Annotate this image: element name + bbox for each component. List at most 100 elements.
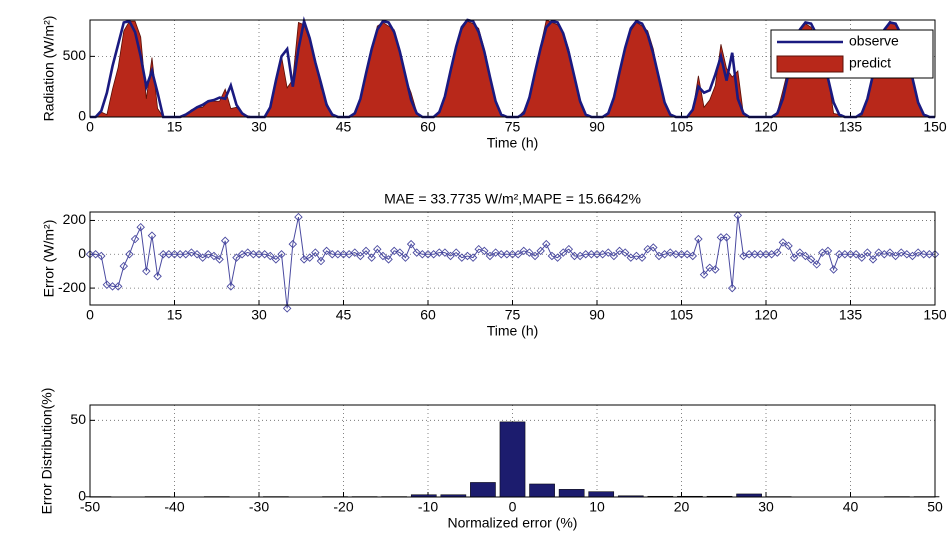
- marker: [542, 239, 551, 249]
- x-tick-label: 105: [670, 119, 694, 135]
- axes-frame: [89, 404, 936, 498]
- marker: [305, 253, 314, 262]
- marker: [823, 246, 833, 256]
- marker: [784, 241, 793, 251]
- marker: [356, 251, 365, 261]
- marker: [829, 265, 838, 274]
- x-axis-title: Time (h): [487, 323, 539, 339]
- marker: [316, 256, 326, 266]
- marker: [91, 250, 100, 259]
- marker: [435, 248, 444, 257]
- marker: [249, 250, 258, 259]
- marker: [102, 280, 112, 289]
- marker: [418, 250, 427, 259]
- x-tick-label: 40: [843, 499, 859, 515]
- marker: [113, 282, 123, 291]
- marker: [519, 246, 529, 256]
- x-tick-label: -30: [249, 499, 269, 515]
- x-tick-label: 120: [754, 307, 778, 323]
- marker: [530, 251, 540, 261]
- x-tick-label: 15: [167, 119, 183, 135]
- marker: [463, 251, 472, 261]
- marker: [339, 250, 348, 259]
- marker: [204, 250, 213, 259]
- marker: [412, 248, 421, 257]
- marker: [367, 253, 376, 262]
- y-tick-label: 0: [78, 108, 86, 124]
- y-axis-title: Error (W/m²): [41, 220, 57, 298]
- marker: [294, 212, 303, 222]
- x-tick-label: 120: [754, 119, 778, 135]
- marker: [919, 250, 928, 259]
- legend-label: observe: [849, 33, 899, 49]
- y-axis-title: Error Distribution(%): [39, 388, 55, 515]
- x-tick-label: 20: [674, 499, 690, 515]
- marker: [142, 266, 151, 276]
- marker: [795, 248, 805, 257]
- marker: [220, 236, 230, 245]
- marker: [373, 244, 382, 254]
- marker: [164, 250, 174, 259]
- marker: [773, 248, 782, 257]
- marker: [215, 255, 224, 264]
- marker: [722, 233, 731, 242]
- marker: [756, 250, 765, 259]
- bar: [499, 421, 526, 498]
- legend-label: predict: [849, 55, 891, 71]
- chart-title: MAE = 33.7735 W/m²,MAPE = 15.6642%: [384, 191, 641, 207]
- legend-swatch: [776, 55, 844, 73]
- marker: [851, 250, 861, 259]
- marker: [913, 248, 923, 257]
- marker: [440, 248, 450, 257]
- x-tick-label: 50: [927, 499, 943, 515]
- marker: [744, 250, 754, 259]
- x-tick-label: 30: [251, 119, 267, 135]
- axes-frame: [89, 211, 936, 306]
- x-tick-label: 60: [420, 119, 436, 135]
- marker: [254, 250, 264, 259]
- marker: [620, 248, 630, 257]
- marker: [333, 250, 343, 259]
- marker: [119, 261, 129, 271]
- y-tick-label: 200: [63, 211, 87, 227]
- marker: [801, 251, 810, 261]
- x-tick-label: 90: [589, 119, 605, 135]
- y-tick-label: 50: [70, 411, 86, 427]
- marker: [891, 251, 900, 261]
- x-tick-label: 75: [505, 119, 521, 135]
- y-tick-label: 0: [78, 245, 86, 261]
- marker: [592, 250, 602, 259]
- marker: [232, 253, 241, 262]
- marker: [581, 250, 590, 259]
- marker: [271, 255, 281, 264]
- y-tick-label: 500: [63, 47, 87, 63]
- marker: [277, 250, 286, 259]
- marker: [857, 253, 867, 262]
- x-tick-label: 105: [670, 307, 694, 323]
- marker: [677, 250, 686, 259]
- marker: [158, 250, 168, 259]
- x-tick-label: -20: [333, 499, 353, 515]
- x-tick-label: 15: [167, 307, 183, 323]
- marker: [615, 246, 624, 256]
- marker: [896, 248, 906, 257]
- x-tick-label: 90: [589, 307, 605, 323]
- marker: [834, 250, 844, 259]
- marker: [446, 251, 455, 261]
- marker: [750, 250, 759, 259]
- marker: [874, 248, 883, 257]
- x-tick-label: 0: [86, 119, 94, 135]
- marker: [863, 248, 872, 257]
- marker: [243, 248, 252, 257]
- x-tick-label: 10: [589, 499, 605, 515]
- marker: [322, 246, 331, 256]
- marker: [480, 246, 489, 256]
- marker: [812, 260, 821, 269]
- axes-frame: [89, 19, 936, 118]
- marker: [694, 234, 703, 244]
- marker: [705, 263, 714, 273]
- marker: [136, 222, 145, 232]
- marker: [525, 248, 534, 257]
- marker: [587, 250, 596, 259]
